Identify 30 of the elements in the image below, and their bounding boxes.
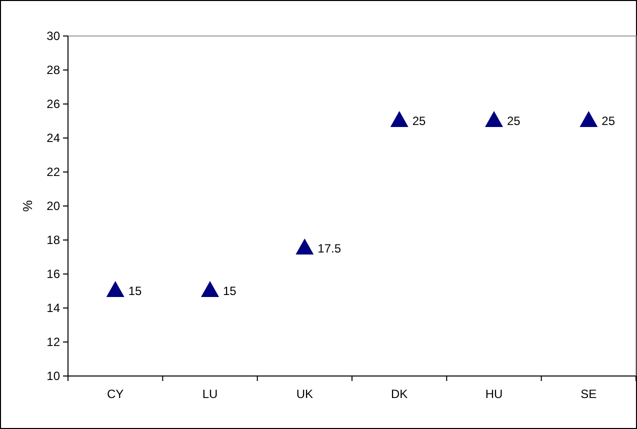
y-tick-label: 28 — [46, 63, 60, 77]
y-tick-label: 10 — [46, 369, 60, 383]
data-label: 25 — [412, 114, 426, 128]
y-tick-label: 30 — [46, 29, 60, 43]
x-tick-label: UK — [296, 387, 314, 401]
y-tick-label: 24 — [46, 131, 60, 145]
x-tick-label: SE — [580, 387, 597, 401]
x-tick-label: LU — [202, 387, 218, 401]
data-label: 15 — [128, 284, 142, 298]
data-label: 17.5 — [318, 242, 342, 256]
y-axis-title: % — [20, 200, 35, 212]
y-tick-label: 14 — [46, 301, 60, 315]
point — [106, 281, 124, 297]
point — [485, 111, 503, 127]
y-tick-label: 26 — [46, 97, 60, 111]
x-tick-label: HU — [485, 387, 503, 401]
point — [296, 238, 314, 254]
data-label: 25 — [602, 114, 616, 128]
y-tick-label: 12 — [46, 335, 60, 349]
y-tick-label: 20 — [46, 199, 60, 213]
data-label: 15 — [223, 284, 237, 298]
y-tick-label: 18 — [46, 233, 60, 247]
point — [580, 111, 598, 127]
point — [390, 111, 408, 127]
point — [201, 281, 219, 297]
y-tick-label: 16 — [46, 267, 60, 281]
x-tick-label: CY — [106, 387, 124, 401]
data-label: 25 — [507, 114, 521, 128]
y-tick-label: 22 — [46, 165, 60, 179]
x-tick-label: DK — [390, 387, 408, 401]
